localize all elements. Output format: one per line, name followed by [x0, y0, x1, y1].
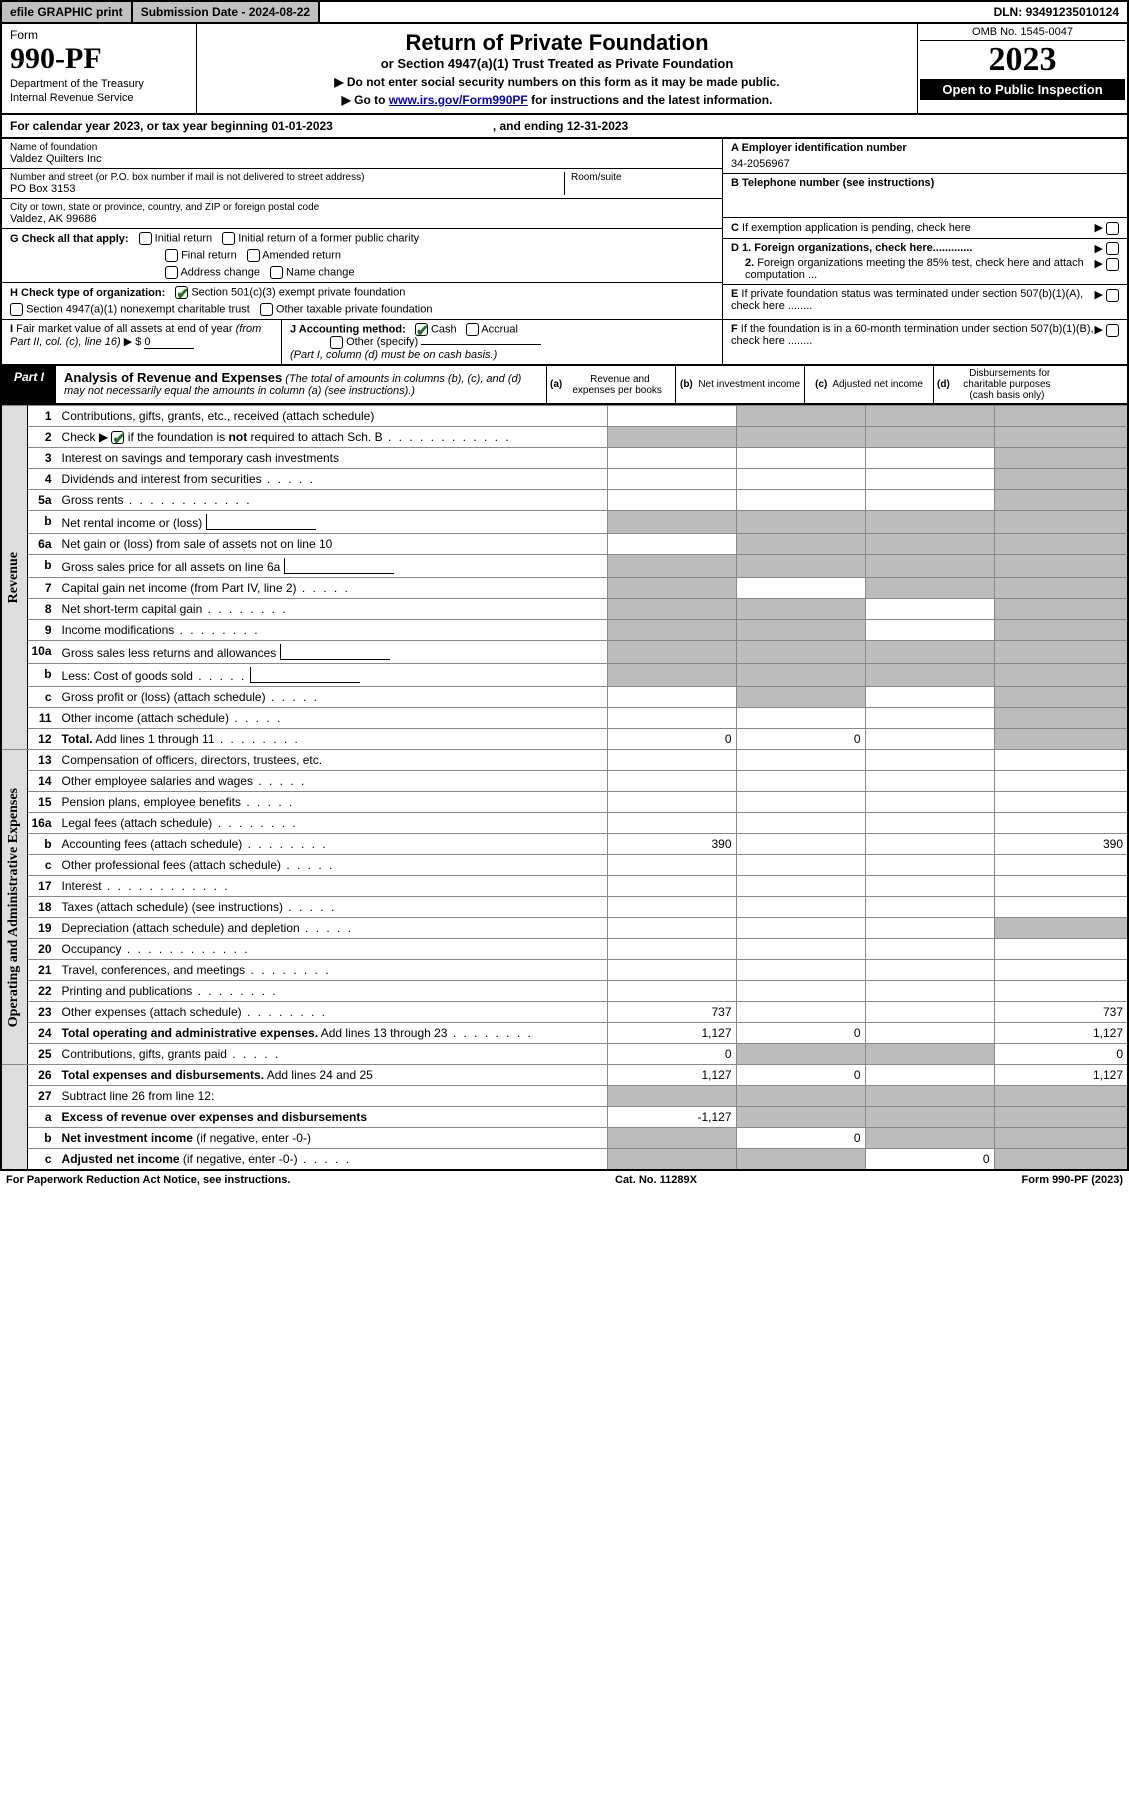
ijf-row: I Fair market value of all assets at end… [0, 319, 1129, 366]
4947a1-checkbox[interactable] [10, 303, 23, 316]
col-d-header: (d) Disbursements for charitable purpose… [933, 366, 1067, 403]
address-change-checkbox[interactable] [165, 266, 178, 279]
c-checkbox[interactable] [1106, 222, 1119, 235]
form-header: Form 990-PF Department of the Treasury I… [0, 24, 1129, 115]
amended-return-checkbox[interactable] [247, 249, 260, 262]
accrual-checkbox[interactable] [466, 323, 479, 336]
ein-cell: A Employer identification number 34-2056… [723, 139, 1127, 174]
form-subtitle: or Section 4947(a)(1) Trust Treated as P… [203, 56, 911, 71]
dln: DLN: 93491235010124 [986, 2, 1127, 22]
efile-print-button[interactable]: efile GRAPHIC print [2, 2, 133, 22]
501c3-checkbox[interactable] [175, 286, 188, 299]
cash-checkbox[interactable] [415, 323, 428, 336]
submission-date: Submission Date - 2024-08-22 [133, 2, 320, 22]
initial-return-former-checkbox[interactable] [222, 232, 235, 245]
instructions-link[interactable]: www.irs.gov/Form990PF [389, 93, 528, 107]
pra-notice: For Paperwork Reduction Act Notice, see … [6, 1174, 290, 1186]
final-return-checkbox[interactable] [165, 249, 178, 262]
h-check-row: H Check type of organization: Section 50… [2, 283, 722, 319]
d-cell: D 1. Foreign organizations, check here..… [723, 239, 1127, 286]
schb-checkbox[interactable] [111, 431, 124, 444]
f-checkbox[interactable] [1106, 324, 1119, 337]
instr-ssn: ▶ Do not enter social security numbers o… [203, 75, 911, 89]
address-cell: Number and street (or P.O. box number if… [2, 169, 722, 199]
part1-table: Revenue 1Contributions, gifts, grants, e… [0, 405, 1129, 1171]
dept-treasury: Department of the Treasury [10, 78, 188, 90]
c-cell: C If exemption application is pending, c… [723, 218, 1127, 239]
foundation-name-cell: Name of foundation Valdez Quilters Inc [2, 139, 722, 169]
other-taxable-checkbox[interactable] [260, 303, 273, 316]
j-accounting-cell: J Accounting method: Cash Accrual Other … [282, 320, 722, 364]
form-label: Form [10, 28, 188, 42]
g-check-row: G Check all that apply: Initial return I… [2, 229, 722, 283]
irs-label: Internal Revenue Service [10, 92, 188, 104]
entity-info: Name of foundation Valdez Quilters Inc N… [0, 139, 1129, 319]
top-bar: efile GRAPHIC print Submission Date - 20… [0, 0, 1129, 24]
form-title: Return of Private Foundation [203, 30, 911, 56]
open-to-public: Open to Public Inspection [920, 79, 1125, 100]
revenue-side-label: Revenue [6, 552, 22, 603]
e-checkbox[interactable] [1106, 289, 1119, 302]
f-cell: F If the foundation is in a 60-month ter… [722, 320, 1127, 364]
col-a-header: (a) Revenue and expenses per books [546, 366, 675, 403]
instr-link-row: ▶ Go to www.irs.gov/Form990PF for instru… [203, 93, 911, 107]
other-method-checkbox[interactable] [330, 336, 343, 349]
city-cell: City or town, state or province, country… [2, 199, 722, 229]
phone-cell: B Telephone number (see instructions) [723, 174, 1127, 218]
e-cell: E If private foundation status was termi… [723, 285, 1127, 315]
calendar-year-row: For calendar year 2023, or tax year begi… [0, 115, 1129, 139]
cat-no: Cat. No. 11289X [615, 1174, 697, 1186]
col-b-header: (b) Net investment income [675, 366, 804, 403]
col-c-header: (c) Adjusted net income [804, 366, 933, 403]
i-fmv-cell: I Fair market value of all assets at end… [2, 320, 282, 364]
form-number: 990-PF [10, 42, 188, 76]
d2-checkbox[interactable] [1106, 258, 1119, 271]
expenses-side-label: Operating and Administrative Expenses [6, 788, 22, 1027]
d1-checkbox[interactable] [1106, 242, 1119, 255]
omb-number: OMB No. 1545-0047 [920, 26, 1125, 41]
name-change-checkbox[interactable] [270, 266, 283, 279]
form-ref: Form 990-PF (2023) [1022, 1174, 1124, 1186]
part1-header: Part I Analysis of Revenue and Expenses … [0, 366, 1129, 405]
tax-year: 2023 [920, 41, 1125, 79]
initial-return-checkbox[interactable] [139, 232, 152, 245]
footer: For Paperwork Reduction Act Notice, see … [0, 1171, 1129, 1189]
